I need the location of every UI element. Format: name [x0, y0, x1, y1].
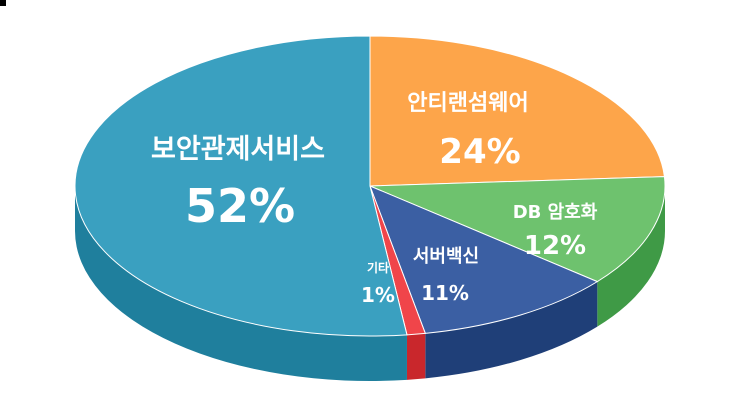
slice-0-name: 안티랜섬웨어 [407, 91, 528, 116]
corner-mark [0, 0, 6, 6]
slice-2-top [369, 185, 599, 334]
slice-1-name: DB 암호화 [513, 202, 598, 223]
slice-0-value: 24% [439, 132, 520, 172]
slice-3-side [406, 333, 426, 380]
slice-4-top [74, 35, 408, 337]
pie-tops [74, 35, 666, 337]
slice-1-top [369, 176, 666, 283]
slice-2-value: 11% [421, 281, 469, 305]
slice-2-side [425, 281, 598, 379]
slice-3-value: 1% [361, 283, 395, 307]
slice-3-name: 기타 [367, 260, 389, 275]
slice-2-name: 서버백신 [413, 246, 479, 267]
slice-4-value: 52% [185, 179, 295, 233]
slice-4-name: 보안관제서비스 [151, 134, 325, 165]
slice-4-side [75, 186, 407, 382]
slice-1-value: 12% [524, 231, 586, 261]
slice-0-top [369, 35, 665, 187]
pie-labels: 안티랜섬웨어 24% DB 암호화 12% 서버백신 11% 기타 1% 보안관제서비스 52% [151, 91, 598, 307]
